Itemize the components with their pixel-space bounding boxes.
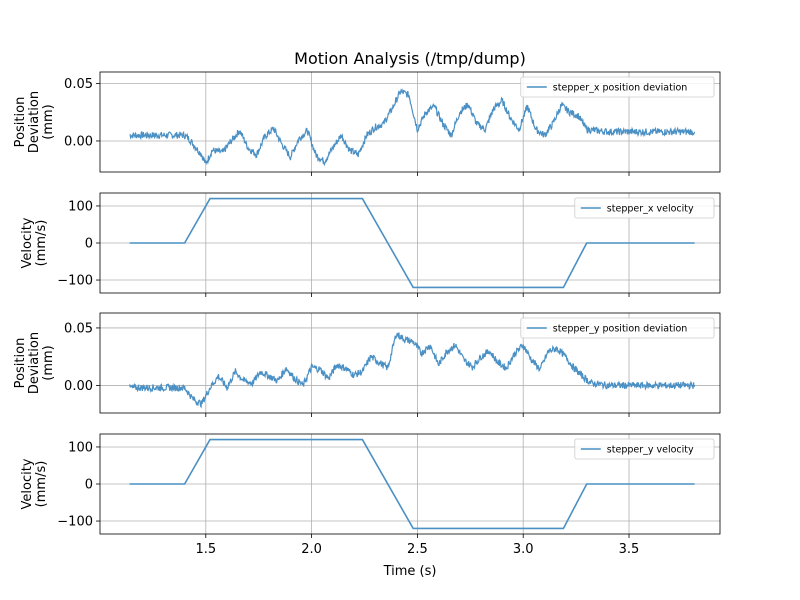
subplot-2: −100 0 100 Velocity (mm/s) stepper_x velocity bbox=[20, 192, 721, 297]
series-line bbox=[129, 332, 696, 409]
y-tick-label: 0.00 bbox=[64, 134, 93, 149]
legend-box bbox=[520, 76, 715, 98]
y-axis-label: (mm/s) bbox=[34, 220, 49, 267]
y-tick-label: −100 bbox=[57, 515, 93, 530]
legend: stepper_y position deviation bbox=[520, 317, 715, 339]
y-axis-label: Velocity bbox=[20, 217, 35, 268]
x-tick-label: 1.5 bbox=[195, 542, 216, 557]
chart-title: Motion Analysis (/tmp/dump) bbox=[294, 49, 526, 68]
y-tick-label: 0.00 bbox=[64, 379, 93, 394]
legend-label: stepper_x velocity bbox=[607, 204, 694, 215]
series-line bbox=[129, 438, 695, 530]
legend-label: stepper_y velocity bbox=[607, 445, 694, 456]
legend: stepper_x position deviation bbox=[520, 76, 715, 98]
axes-frame bbox=[99, 312, 721, 414]
y-axis-label: (mm) bbox=[41, 104, 56, 139]
axes-frame bbox=[99, 71, 721, 173]
legend-box bbox=[574, 197, 715, 219]
y-axis-label: Deviation bbox=[27, 91, 42, 153]
x-tick-label: 3.0 bbox=[513, 542, 534, 557]
y-axis-label: Position bbox=[13, 338, 28, 389]
x-tick-label: 2.0 bbox=[301, 542, 322, 557]
legend-label: stepper_x position deviation bbox=[553, 83, 688, 94]
y-tick-label: −100 bbox=[57, 274, 93, 289]
legend: stepper_y velocity bbox=[574, 438, 715, 460]
legend: stepper_x velocity bbox=[574, 197, 715, 219]
x-tick-label: 3.5 bbox=[619, 542, 640, 557]
y-axis-label: Position bbox=[13, 97, 28, 148]
series-line bbox=[129, 197, 695, 289]
y-tick-label: 0.05 bbox=[64, 321, 93, 336]
series-line bbox=[129, 87, 696, 167]
subplot-4: 1.5 2.0 2.5 3.0 3.5 −100 0 100 Velocity (mm/s) ste… bbox=[20, 433, 721, 557]
y-axis-label: Deviation bbox=[27, 332, 42, 394]
legend-label: stepper_y position deviation bbox=[553, 324, 688, 335]
legend-box bbox=[520, 317, 715, 339]
y-tick-label: 0.05 bbox=[64, 77, 93, 92]
subplot-1: 0.00 0.05 Position Deviation (mm) stepper_x p… bbox=[13, 71, 721, 176]
y-tick-label: 100 bbox=[68, 440, 93, 455]
y-axis-label: Velocity bbox=[20, 458, 35, 509]
y-tick-label: 100 bbox=[68, 199, 93, 214]
subplot-3: 0.00 0.05 Position Deviation (mm) stepper_y p… bbox=[13, 312, 721, 417]
y-axis-label: (mm) bbox=[41, 345, 56, 380]
x-axis-label: Time (s) bbox=[383, 564, 437, 579]
x-tick-label: 2.5 bbox=[407, 542, 428, 557]
y-tick-label: 0 bbox=[85, 237, 93, 252]
y-tick-label: 0 bbox=[85, 478, 93, 493]
y-axis-label: (mm/s) bbox=[34, 461, 49, 508]
legend-box bbox=[574, 438, 715, 460]
